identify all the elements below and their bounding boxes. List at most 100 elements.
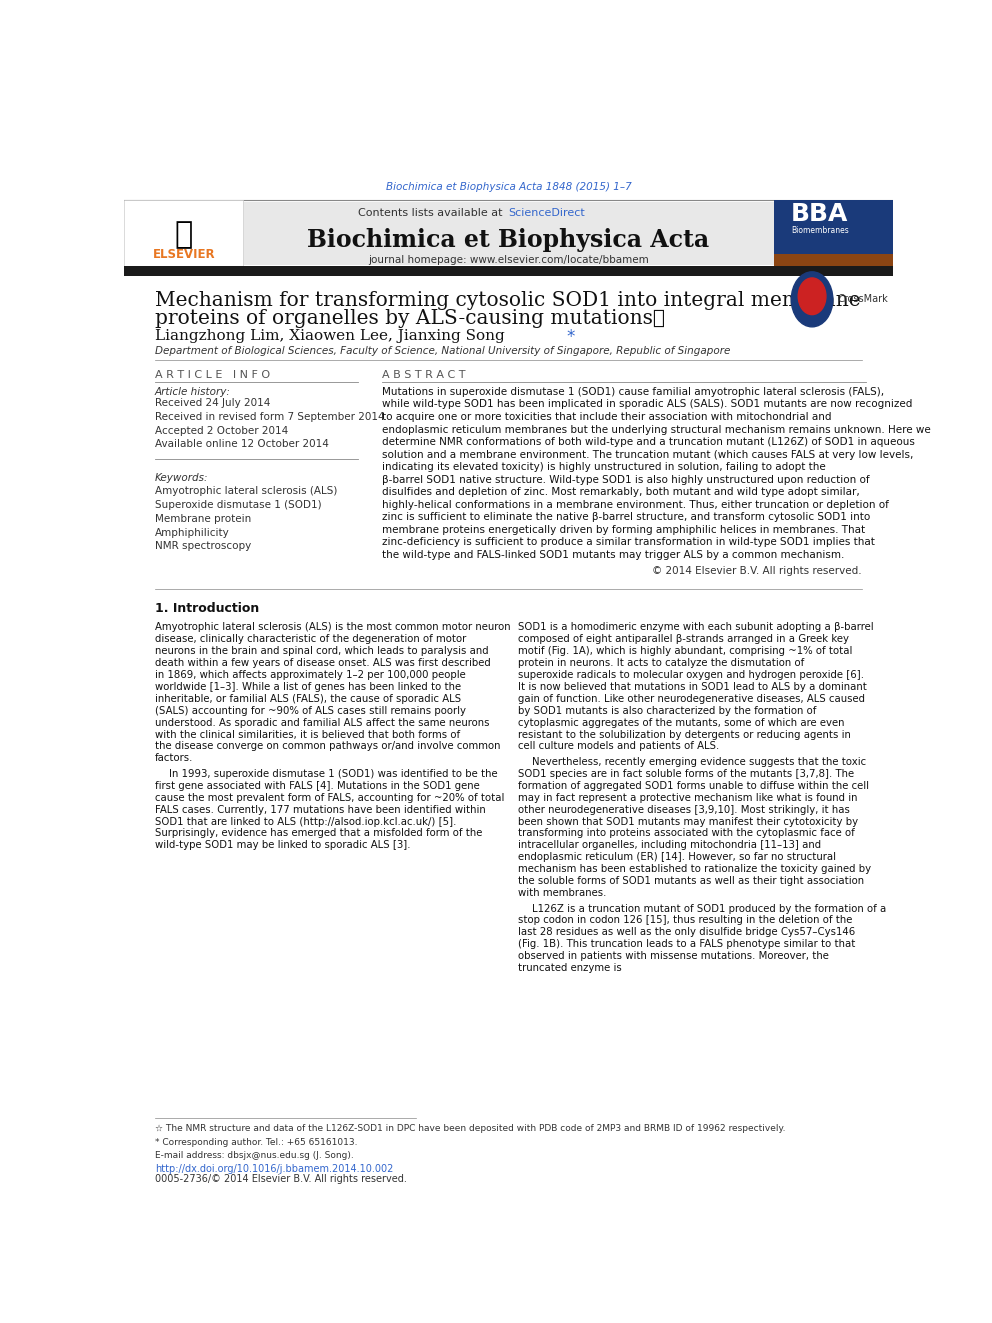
Text: intracellular organelles, including mitochondria [11–13] and: intracellular organelles, including mito… bbox=[519, 840, 821, 851]
Text: Biomembranes: Biomembranes bbox=[791, 226, 848, 235]
Text: may in fact represent a protective mechanism like what is found in: may in fact represent a protective mecha… bbox=[519, 792, 858, 803]
Text: 🌲: 🌲 bbox=[175, 220, 193, 249]
Text: cytoplasmic aggregates of the mutants, some of which are even: cytoplasmic aggregates of the mutants, s… bbox=[519, 717, 845, 728]
Text: Biochimica et Biophysica Acta 1848 (2015) 1–7: Biochimica et Biophysica Acta 1848 (2015… bbox=[386, 183, 631, 192]
Text: NMR spectroscopy: NMR spectroscopy bbox=[155, 541, 251, 552]
Text: inheritable, or familial ALS (FALS), the cause of sporadic ALS: inheritable, or familial ALS (FALS), the… bbox=[155, 693, 461, 704]
Text: It is now believed that mutations in SOD1 lead to ALS by a dominant: It is now believed that mutations in SOD… bbox=[519, 681, 867, 692]
Text: Biochimica et Biophysica Acta: Biochimica et Biophysica Acta bbox=[308, 228, 709, 253]
Text: understood. As sporadic and familial ALS affect the same neurons: understood. As sporadic and familial ALS… bbox=[155, 717, 489, 728]
Text: Membrane protein: Membrane protein bbox=[155, 513, 251, 524]
Text: L126Z is a truncation mutant of SOD1 produced by the formation of a: L126Z is a truncation mutant of SOD1 pro… bbox=[533, 904, 887, 914]
Text: factors.: factors. bbox=[155, 753, 193, 763]
Text: with the clinical similarities, it is believed that both forms of: with the clinical similarities, it is be… bbox=[155, 729, 460, 740]
Text: Keywords:: Keywords: bbox=[155, 472, 208, 483]
Text: mechanism has been established to rationalize the toxicity gained by: mechanism has been established to ration… bbox=[519, 864, 872, 875]
Text: Amyotrophic lateral sclerosis (ALS): Amyotrophic lateral sclerosis (ALS) bbox=[155, 487, 337, 496]
Text: by SOD1 mutants is also characterized by the formation of: by SOD1 mutants is also characterized by… bbox=[519, 705, 816, 716]
Text: Available online 12 October 2014: Available online 12 October 2014 bbox=[155, 439, 328, 450]
Text: motif (Fig. 1A), which is highly abundant, comprising ~1% of total: motif (Fig. 1A), which is highly abundan… bbox=[519, 646, 853, 656]
Text: zinc-deficiency is sufficient to produce a similar transformation in wild-type S: zinc-deficiency is sufficient to produce… bbox=[382, 537, 874, 548]
Text: cell culture models and patients of ALS.: cell culture models and patients of ALS. bbox=[519, 741, 719, 751]
Text: © 2014 Elsevier B.V. All rights reserved.: © 2014 Elsevier B.V. All rights reserved… bbox=[653, 566, 862, 577]
Text: first gene associated with FALS [4]. Mutations in the SOD1 gene: first gene associated with FALS [4]. Mut… bbox=[155, 781, 479, 791]
Text: ScienceDirect: ScienceDirect bbox=[509, 208, 585, 218]
Text: superoxide radicals to molecular oxygen and hydrogen peroxide [6].: superoxide radicals to molecular oxygen … bbox=[519, 669, 864, 680]
Text: the wild-type and FALS-linked SOD1 mutants may trigger ALS by a common mechanism: the wild-type and FALS-linked SOD1 mutan… bbox=[382, 550, 844, 560]
Text: proteins of organelles by ALS-causing mutations☆: proteins of organelles by ALS-causing mu… bbox=[155, 308, 665, 328]
Circle shape bbox=[792, 271, 833, 327]
Text: SOD1 that are linked to ALS (http://alsod.iop.kcl.ac.uk/) [5].: SOD1 that are linked to ALS (http://also… bbox=[155, 816, 456, 827]
Text: FALS cases. Currently, 177 mutations have been identified within: FALS cases. Currently, 177 mutations hav… bbox=[155, 804, 485, 815]
Text: Mutations in superoxide dismutase 1 (SOD1) cause familial amyotrophic lateral sc: Mutations in superoxide dismutase 1 (SOD… bbox=[382, 386, 884, 397]
Text: Superoxide dismutase 1 (SOD1): Superoxide dismutase 1 (SOD1) bbox=[155, 500, 321, 511]
Text: endoplasmic reticulum membranes but the underlying structural mechanism remains : endoplasmic reticulum membranes but the … bbox=[382, 425, 930, 434]
Text: Mechanism for transforming cytosolic SOD1 into integral membrane: Mechanism for transforming cytosolic SOD… bbox=[155, 291, 860, 310]
Text: been shown that SOD1 mutants may manifest their cytotoxicity by: been shown that SOD1 mutants may manifes… bbox=[519, 816, 858, 827]
Text: zinc is sufficient to eliminate the native β-barrel structure, and transform cyt: zinc is sufficient to eliminate the nati… bbox=[382, 512, 870, 523]
Text: Article history:: Article history: bbox=[155, 386, 230, 397]
Text: Surprisingly, evidence has emerged that a misfolded form of the: Surprisingly, evidence has emerged that … bbox=[155, 828, 482, 839]
Text: with membranes.: with membranes. bbox=[519, 888, 607, 898]
Text: other neurodegenerative diseases [3,9,10]. Most strikingly, it has: other neurodegenerative diseases [3,9,10… bbox=[519, 804, 850, 815]
Text: stop codon in codon 126 [15], thus resulting in the deletion of the: stop codon in codon 126 [15], thus resul… bbox=[519, 916, 853, 926]
Text: resistant to the solubilization by detergents or reducing agents in: resistant to the solubilization by deter… bbox=[519, 729, 851, 740]
Text: the disease converge on common pathways or/and involve common: the disease converge on common pathways … bbox=[155, 741, 500, 751]
Circle shape bbox=[799, 278, 826, 315]
Bar bbox=[124, 266, 893, 277]
Text: neurons in the brain and spinal cord, which leads to paralysis and: neurons in the brain and spinal cord, wh… bbox=[155, 646, 488, 656]
Text: A B S T R A C T: A B S T R A C T bbox=[382, 369, 465, 380]
Text: ELSEVIER: ELSEVIER bbox=[153, 249, 215, 262]
Text: the soluble forms of SOD1 mutants as well as their tight association: the soluble forms of SOD1 mutants as wel… bbox=[519, 876, 864, 886]
Text: Nevertheless, recently emerging evidence suggests that the toxic: Nevertheless, recently emerging evidence… bbox=[533, 757, 866, 767]
Text: In 1993, superoxide dismutase 1 (SOD1) was identified to be the: In 1993, superoxide dismutase 1 (SOD1) w… bbox=[169, 769, 497, 779]
Text: protein in neurons. It acts to catalyze the dismutation of: protein in neurons. It acts to catalyze … bbox=[519, 658, 805, 668]
Text: 0005-2736/© 2014 Elsevier B.V. All rights reserved.: 0005-2736/© 2014 Elsevier B.V. All right… bbox=[155, 1175, 407, 1184]
Text: disulfides and depletion of zinc. Most remarkably, both mutant and wild type ado: disulfides and depletion of zinc. Most r… bbox=[382, 487, 859, 497]
Text: Contents lists available at: Contents lists available at bbox=[358, 208, 506, 218]
Text: formation of aggregated SOD1 forms unable to diffuse within the cell: formation of aggregated SOD1 forms unabl… bbox=[519, 781, 869, 791]
Text: (SALS) accounting for ~90% of ALS cases still remains poorly: (SALS) accounting for ~90% of ALS cases … bbox=[155, 705, 466, 716]
Text: disease, clinically characteristic of the degeneration of motor: disease, clinically characteristic of th… bbox=[155, 634, 466, 644]
Text: last 28 residues as well as the only disulfide bridge Cys57–Cys146: last 28 residues as well as the only dis… bbox=[519, 927, 856, 938]
Text: endoplasmic reticulum (ER) [14]. However, so far no structural: endoplasmic reticulum (ER) [14]. However… bbox=[519, 852, 836, 863]
Text: http://dx.doi.org/10.1016/j.bbamem.2014.10.002: http://dx.doi.org/10.1016/j.bbamem.2014.… bbox=[155, 1164, 393, 1175]
Text: to acquire one or more toxicities that include their association with mitochondr: to acquire one or more toxicities that i… bbox=[382, 411, 831, 422]
Text: Liangzhong Lim, Xiaowen Lee, Jianxing Song: Liangzhong Lim, Xiaowen Lee, Jianxing So… bbox=[155, 329, 509, 343]
Text: wild-type SOD1 may be linked to sporadic ALS [3].: wild-type SOD1 may be linked to sporadic… bbox=[155, 840, 411, 851]
Text: in 1869, which affects approximately 1–2 per 100,000 people: in 1869, which affects approximately 1–2… bbox=[155, 669, 465, 680]
Text: *: * bbox=[566, 328, 575, 345]
Bar bbox=[774, 200, 893, 267]
Text: Received 24 July 2014: Received 24 July 2014 bbox=[155, 398, 270, 409]
Text: determine NMR conformations of both wild-type and a truncation mutant (L126Z) of: determine NMR conformations of both wild… bbox=[382, 437, 915, 447]
Text: SOD1 is a homodimeric enzyme with each subunit adopting a β-barrel: SOD1 is a homodimeric enzyme with each s… bbox=[519, 622, 874, 632]
Text: ☆ The NMR structure and data of the L126Z-SOD1 in DPC have been deposited with P: ☆ The NMR structure and data of the L126… bbox=[155, 1125, 786, 1134]
Text: worldwide [1–3]. While a list of genes has been linked to the: worldwide [1–3]. While a list of genes h… bbox=[155, 681, 461, 692]
Bar bbox=[774, 254, 893, 267]
Text: composed of eight antiparallel β-strands arranged in a Greek key: composed of eight antiparallel β-strands… bbox=[519, 634, 849, 644]
Bar bbox=[124, 200, 243, 267]
Text: Amphiphilicity: Amphiphilicity bbox=[155, 528, 229, 537]
Text: β-barrel SOD1 native structure. Wild-type SOD1 is also highly unstructured upon : β-barrel SOD1 native structure. Wild-typ… bbox=[382, 475, 869, 484]
Text: indicating its elevated toxicity) is highly unstructured in solution, failing to: indicating its elevated toxicity) is hig… bbox=[382, 462, 825, 472]
Text: A R T I C L E   I N F O: A R T I C L E I N F O bbox=[155, 369, 270, 380]
Text: * Corresponding author. Tel.: +65 65161013.: * Corresponding author. Tel.: +65 651610… bbox=[155, 1138, 357, 1147]
Text: observed in patients with missense mutations. Moreover, the: observed in patients with missense mutat… bbox=[519, 951, 829, 962]
Text: membrane proteins energetically driven by forming amphiphilic helices in membran: membrane proteins energetically driven b… bbox=[382, 525, 865, 534]
Text: death within a few years of disease onset. ALS was first described: death within a few years of disease onse… bbox=[155, 658, 490, 668]
Text: transforming into proteins associated with the cytoplasmic face of: transforming into proteins associated wi… bbox=[519, 828, 855, 839]
Text: 1. Introduction: 1. Introduction bbox=[155, 602, 259, 615]
Text: E-mail address: dbsjx@nus.edu.sg (J. Song).: E-mail address: dbsjx@nus.edu.sg (J. Son… bbox=[155, 1151, 353, 1160]
Text: truncated enzyme is: truncated enzyme is bbox=[519, 963, 622, 974]
Text: highly-helical conformations in a membrane environment. Thus, either truncation : highly-helical conformations in a membra… bbox=[382, 500, 889, 509]
Text: cause the most prevalent form of FALS, accounting for ~20% of total: cause the most prevalent form of FALS, a… bbox=[155, 792, 504, 803]
Text: journal homepage: www.elsevier.com/locate/bbamem: journal homepage: www.elsevier.com/locat… bbox=[368, 254, 649, 265]
Text: Amyotrophic lateral sclerosis (ALS) is the most common motor neuron: Amyotrophic lateral sclerosis (ALS) is t… bbox=[155, 622, 510, 632]
Bar bbox=[243, 201, 774, 265]
Text: SOD1 species are in fact soluble forms of the mutants [3,7,8]. The: SOD1 species are in fact soluble forms o… bbox=[519, 769, 854, 779]
Text: Received in revised form 7 September 2014: Received in revised form 7 September 201… bbox=[155, 411, 384, 422]
Text: solution and a membrane environment. The truncation mutant (which causes FALS at: solution and a membrane environment. The… bbox=[382, 450, 913, 459]
Text: BBA: BBA bbox=[791, 201, 848, 225]
Text: Department of Biological Sciences, Faculty of Science, National University of Si: Department of Biological Sciences, Facul… bbox=[155, 347, 730, 356]
Text: while wild-type SOD1 has been implicated in sporadic ALS (SALS). SOD1 mutants ar: while wild-type SOD1 has been implicated… bbox=[382, 400, 912, 410]
